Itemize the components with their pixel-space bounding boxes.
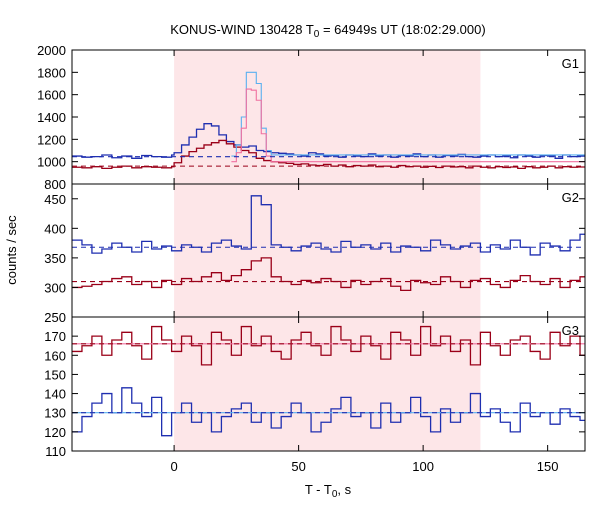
panel-g3: 110 120 130 140 150 160 170 G3 0 50 100 150 <box>44 316 586 474</box>
panel-g2: 250 300 350 400 450 G2 <box>44 183 586 325</box>
y-tick-label: 250 <box>44 310 66 325</box>
shaded-interval <box>174 317 481 451</box>
y-tick-label: 120 <box>44 425 66 440</box>
series-line-g1-red_light <box>231 88 585 163</box>
x-tick-label: 50 <box>291 459 305 474</box>
panel-label: G3 <box>562 323 579 338</box>
x-axis-label: T - T0, s <box>305 482 352 500</box>
y-tick-label: 140 <box>44 387 66 402</box>
panel-frame <box>71 316 586 452</box>
y-tick-label: 1600 <box>37 88 66 103</box>
y-tick-label: 800 <box>44 177 66 192</box>
y-tick-label: 1400 <box>37 110 66 125</box>
y-tick-label: 1200 <box>37 132 66 147</box>
series-line-g2-red <box>72 257 585 292</box>
panels-group: 800100012001400160018002000G125030035040… <box>37 43 586 474</box>
y-tick-label: 150 <box>44 367 66 382</box>
y-axis-label: counts / sec <box>4 215 19 285</box>
y-tick-label: 170 <box>44 329 66 344</box>
y-tick-label: 1000 <box>37 155 66 170</box>
y-tick-label: 300 <box>44 280 66 295</box>
shaded-interval <box>174 184 481 317</box>
panel-g1: 800 1000 1200 1400 1600 1800 2000 G1 <box>37 43 586 192</box>
y-tick-label: 1800 <box>37 65 66 80</box>
x-tick-label: 0 <box>170 459 177 474</box>
y-tick-label: 110 <box>45 444 66 459</box>
panel-label: G1 <box>562 56 579 71</box>
series-line-g2-blue <box>72 195 585 256</box>
y-tick-label: 350 <box>44 251 66 266</box>
y-tick-label: 400 <box>44 221 66 236</box>
x-tick-label: 150 <box>537 459 559 474</box>
y-tick-label: 130 <box>44 406 66 421</box>
series-line-g3-blue <box>72 387 585 437</box>
series-line-g3-red <box>72 325 585 366</box>
series-line-g1-red <box>72 139 585 170</box>
y-tick-label: 2000 <box>37 43 66 58</box>
series-line-g1-blue_light <box>231 71 585 157</box>
panel-label: G2 <box>562 190 579 205</box>
series-line-g1-blue <box>72 123 585 159</box>
x-tick-label: 100 <box>412 459 434 474</box>
y-tick-label: 450 <box>44 192 66 207</box>
chart-title: KONUS-WIND 130428 T0 = 64949s UT (18:02:… <box>170 22 485 40</box>
y-tick-label: 160 <box>44 348 66 363</box>
